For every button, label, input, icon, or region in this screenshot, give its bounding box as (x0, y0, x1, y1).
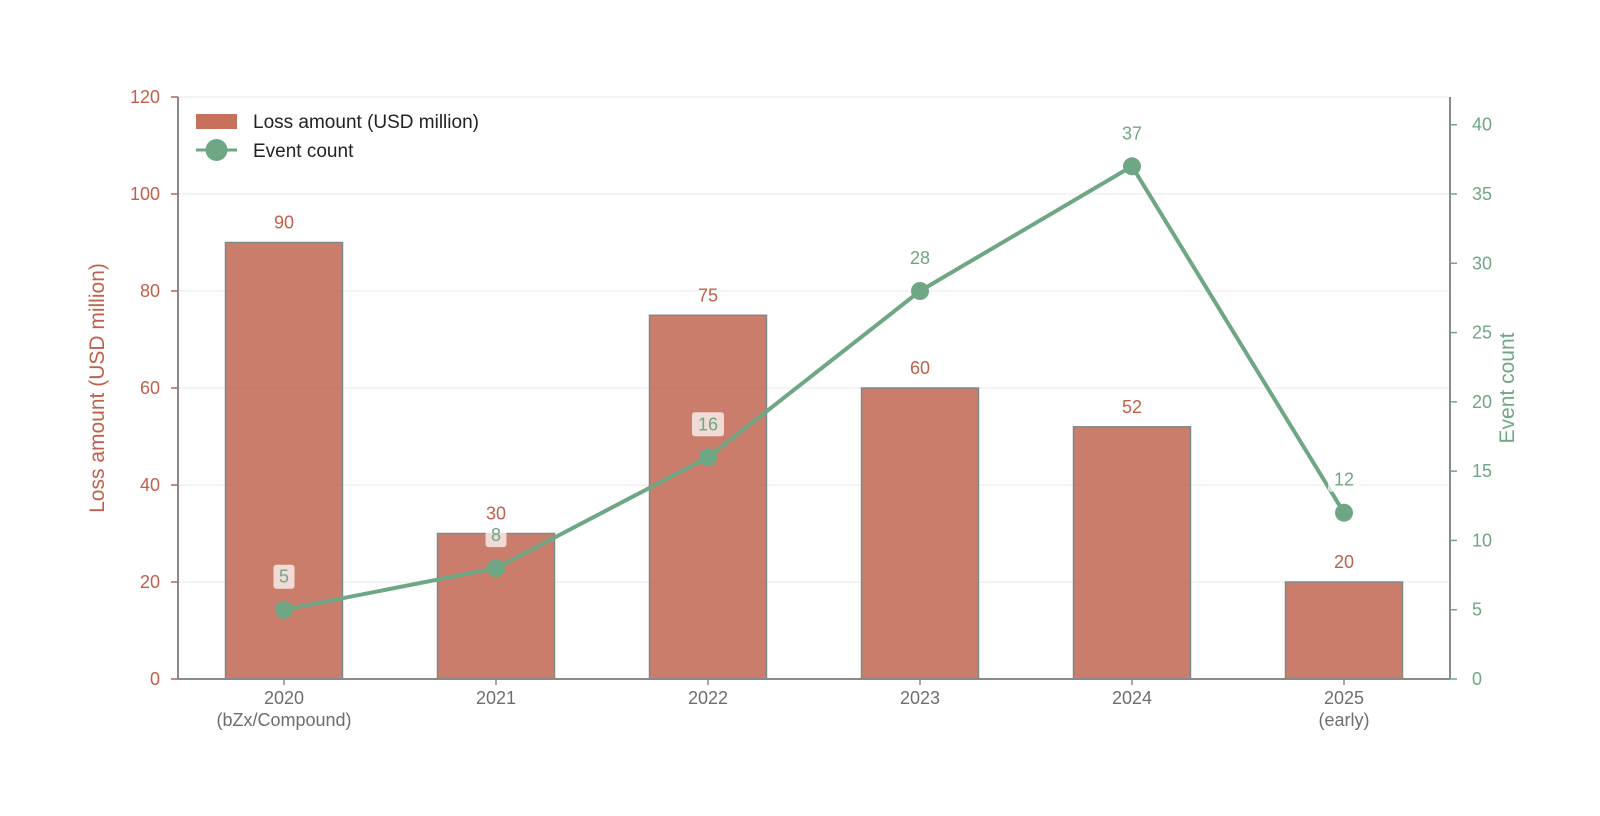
bar-value-label: 20 (1334, 552, 1354, 572)
bars (224, 241, 1404, 680)
x-tick-label: 2020 (bZx/Compound) (216, 688, 351, 730)
event-count-point (1123, 157, 1141, 176)
bar (1072, 426, 1192, 680)
y-right-tick-label: 30 (1472, 253, 1492, 273)
x-tick-label: 2024 (1112, 688, 1152, 708)
y-right-tick-label: 40 (1472, 115, 1492, 135)
y-axis-left-title: Loss amount (USD million) (86, 263, 109, 513)
line-value-label: 8 (491, 525, 501, 545)
line-value-label-bg (485, 523, 507, 548)
y-axis-right-title: Event count (1496, 332, 1519, 443)
event-count-point (911, 282, 929, 300)
bar-value-label: 75 (698, 285, 718, 305)
event-count-point (1335, 503, 1353, 522)
legend-bar-label: Loss amount (USD million) (253, 112, 479, 133)
y-right-tick-label: 35 (1472, 184, 1492, 204)
line-value-label: 37 (1122, 123, 1142, 143)
legend-bar-swatch (196, 114, 237, 129)
line-value-label-bg (1116, 121, 1148, 146)
line-value-label: 16 (698, 414, 718, 434)
line-value-label-bg (273, 564, 295, 589)
y-left-tick-label: 100 (130, 184, 160, 204)
labels: 90 30 75 60 52 20 5 8 16 28 37 12 (273, 121, 1360, 589)
y-left-tick-label: 60 (140, 378, 160, 398)
bar-value-label: 52 (1122, 397, 1142, 417)
line-value-label: 28 (910, 248, 930, 268)
event-count-point (275, 600, 293, 619)
axes: 0 20 40 60 80 100 120 0 5 10 15 20 25 30 35 40 2020 (bZx/… (86, 87, 1519, 730)
gridlines (178, 96, 1450, 680)
line-value-label: 5 (279, 567, 289, 587)
y-left-tick-label: 80 (140, 281, 160, 301)
y-right-tick-label: 5 (1472, 600, 1482, 620)
legend: Loss amount (USD million) Event count (196, 112, 479, 162)
event-count-point (487, 559, 505, 578)
y-left-tick-label: 120 (130, 87, 160, 107)
bar-value-label: 30 (486, 504, 506, 524)
x-tick-label: 2022 (688, 688, 728, 708)
y-left-tick-label: 0 (150, 669, 160, 689)
bar (648, 314, 768, 680)
y-right-tick-label: 25 (1472, 323, 1492, 343)
bar-value-label: 90 (274, 213, 294, 233)
line-value-label-bg (904, 246, 936, 270)
bar (1284, 581, 1404, 680)
x-tick-label: 2023 (900, 688, 940, 708)
line-series (275, 157, 1353, 619)
y-right-tick-label: 15 (1472, 461, 1492, 481)
x-tick-label: 2021 (476, 688, 516, 708)
legend-line-label: Event count (253, 141, 354, 162)
y-left-tick-label: 20 (140, 572, 160, 592)
y-right-tick-label: 20 (1472, 392, 1492, 412)
event-count-point (699, 448, 717, 467)
legend-line-marker (205, 139, 228, 161)
line-value-label-bg (1328, 467, 1360, 492)
bar (860, 387, 980, 680)
line-value-label-bg (692, 412, 724, 437)
event-count-line (282, 164, 1346, 612)
y-right-tick-label: 10 (1472, 530, 1492, 550)
line-value-label: 12 (1334, 470, 1354, 490)
bar-value-label: 60 (910, 358, 930, 378)
y-left-tick-label: 40 (140, 475, 160, 495)
bar (436, 532, 556, 680)
y-right-tick-label: 0 (1472, 669, 1482, 689)
x-tick-label: 2025 (early) (1318, 688, 1369, 730)
